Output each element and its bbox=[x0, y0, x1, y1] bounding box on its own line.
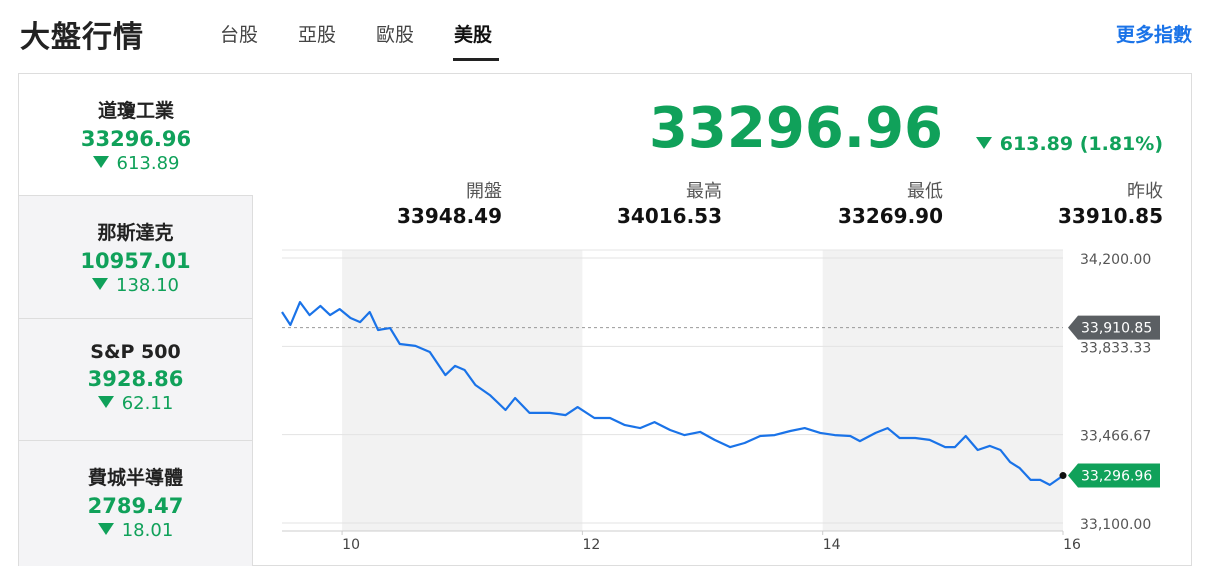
stat-value: 34016.53 bbox=[616, 204, 722, 228]
index-item[interactable]: 道瓊工業 33296.96 613.89 bbox=[19, 74, 253, 196]
index-change: 138.10 bbox=[19, 275, 252, 296]
down-arrow bbox=[92, 156, 109, 168]
index-name: S&P 500 bbox=[90, 341, 181, 363]
index-change: 62.11 bbox=[19, 393, 252, 414]
index-price: 3928.86 bbox=[87, 367, 184, 391]
tab[interactable]: 台股 bbox=[220, 24, 259, 46]
index-item[interactable]: 費城半導體 2789.47 18.01 bbox=[19, 441, 253, 566]
shaded-band bbox=[342, 250, 583, 531]
last-point bbox=[1059, 472, 1067, 480]
index-name: 道瓊工業 bbox=[97, 100, 174, 122]
stat-label: 昨收 bbox=[1127, 181, 1163, 202]
card bbox=[18, 73, 1192, 566]
change-text: 138.10 bbox=[116, 275, 179, 296]
tab[interactable]: 歐股 bbox=[376, 24, 415, 46]
index-name: 那斯達克 bbox=[97, 222, 174, 244]
tab-underline bbox=[453, 58, 499, 61]
reference-label: 33,910.85 bbox=[1081, 321, 1152, 337]
main-change: 613.89 (1.81%) bbox=[975, 133, 1163, 155]
index-price: 2789.47 bbox=[87, 494, 184, 518]
tab[interactable]: 亞股 bbox=[298, 24, 337, 46]
last-value-label: 33,296.96 bbox=[1081, 469, 1152, 485]
index-item[interactable]: S&P 500 3928.86 62.11 bbox=[19, 319, 253, 441]
stat-value: 33910.85 bbox=[1057, 204, 1163, 228]
stat-label: 最高 bbox=[686, 181, 722, 202]
index-price: 33296.96 bbox=[80, 127, 192, 151]
last-tag bbox=[1068, 463, 1160, 488]
reference-tag bbox=[1068, 315, 1160, 340]
index-name: 費城半導體 bbox=[87, 467, 183, 489]
tab[interactable]: 美股 bbox=[454, 24, 493, 46]
down-arrow bbox=[97, 523, 114, 535]
x-tick-label: 12 bbox=[582, 537, 600, 553]
index-item[interactable]: 那斯達克 10957.01 138.10 bbox=[19, 196, 253, 319]
index-price: 10957.01 bbox=[80, 249, 191, 273]
down-arrow bbox=[975, 137, 992, 149]
price-line bbox=[281, 301, 1064, 486]
more-link[interactable]: 更多指數 bbox=[1115, 24, 1192, 46]
y-tick-label: 33,833.33 bbox=[1080, 340, 1151, 356]
change-text: 62.11 bbox=[121, 393, 174, 414]
index-change: 613.89 bbox=[19, 153, 253, 174]
stat-label: 開盤 bbox=[466, 181, 502, 202]
y-tick-label: 33,100.00 bbox=[1080, 517, 1151, 533]
stat-value: 33948.49 bbox=[396, 204, 502, 228]
y-tick-label: 33,466.67 bbox=[1080, 429, 1151, 445]
change-text: 613.89 (1.81%) bbox=[999, 133, 1163, 155]
index-change: 18.01 bbox=[19, 520, 252, 541]
down-arrow bbox=[97, 396, 114, 408]
shaded-band bbox=[822, 250, 1063, 531]
y-tick-label: 34,200.00 bbox=[1080, 252, 1151, 268]
page-title: 大盤行情 bbox=[20, 20, 144, 55]
stat-value: 33269.90 bbox=[837, 204, 943, 228]
change-text: 18.01 bbox=[121, 520, 174, 541]
x-tick-label: 10 bbox=[342, 537, 360, 553]
x-tick-label: 16 bbox=[1063, 537, 1081, 553]
change-text: 613.89 bbox=[116, 153, 180, 174]
down-arrow bbox=[92, 278, 108, 290]
main-price: 33296.96 bbox=[648, 96, 943, 161]
x-tick-label: 14 bbox=[823, 537, 841, 553]
stat-label: 最低 bbox=[907, 181, 943, 202]
